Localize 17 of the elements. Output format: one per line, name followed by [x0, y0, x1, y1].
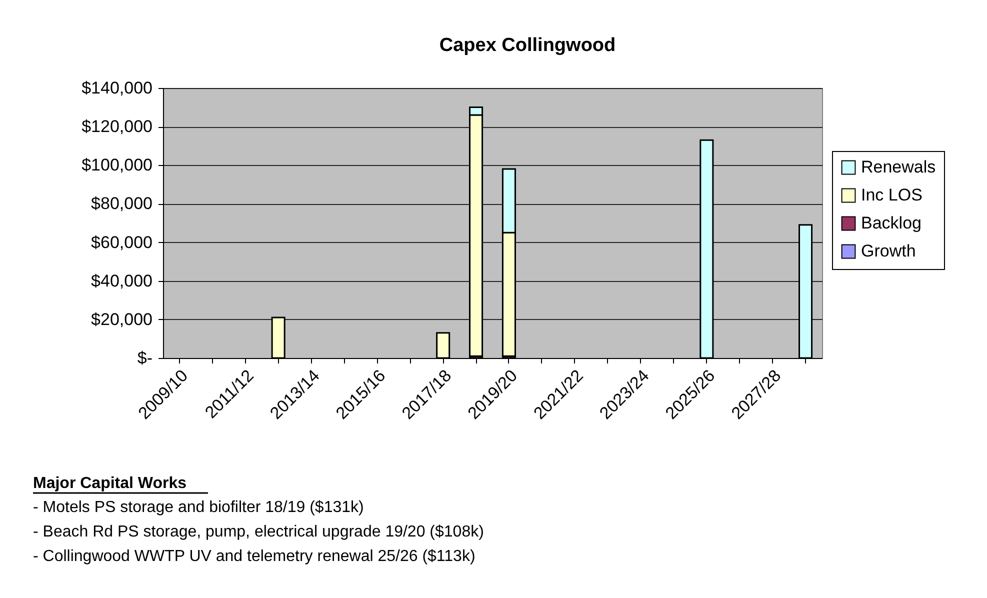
legend-label: Growth: [861, 242, 916, 260]
chart-title: Capex Collingwood: [439, 35, 616, 56]
y-tick-label: $20,000: [91, 310, 152, 329]
y-tick-label: $80,000: [91, 194, 152, 214]
y-tick-label: $40,000: [91, 271, 152, 290]
y-tick-label: $120,000: [82, 117, 152, 136]
legend-label: Inc LOS: [861, 186, 922, 204]
legend-label: Renewals: [861, 158, 936, 176]
legend-label: Backlog: [861, 214, 922, 232]
y-tick-label: $-: [137, 348, 152, 368]
text: - Beach Rd PS storage, pump, electrical upgrade 19/20 ($108k): [33, 524, 484, 540]
text: Major Capital Works: [33, 475, 187, 492]
y-tick-label: $60,000: [91, 232, 152, 252]
y-tick-label: $100,000: [82, 156, 152, 175]
y-tick-label: $140,000: [82, 78, 152, 98]
text: - Motels PS storage and biofilter 18/19 ($131k): [33, 499, 364, 516]
text: - Collingwood WWTP UV and telemetry renewal 25/26 ($113k): [33, 548, 476, 565]
